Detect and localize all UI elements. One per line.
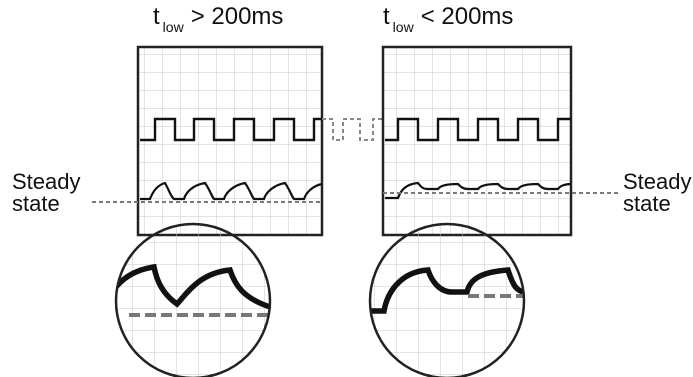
right-square-wave xyxy=(385,117,571,142)
right-title-t: t xyxy=(383,3,390,30)
right-zoom-border xyxy=(368,222,526,377)
right-zoom-grid xyxy=(370,224,524,377)
right-panel-title: t low < 200ms xyxy=(383,0,603,35)
right-steady-state-line2: state xyxy=(623,191,671,216)
left-title-subscript: low xyxy=(162,19,184,35)
right-oscilloscope-panel xyxy=(381,45,618,237)
left-zoom-grid xyxy=(116,224,270,377)
right-title-subscript: low xyxy=(392,19,414,35)
right-zoom-circle xyxy=(368,222,526,377)
left-panel-title: t low > 200ms xyxy=(153,0,373,35)
left-zoom-border xyxy=(114,222,272,377)
right-response-wave xyxy=(385,181,572,200)
right-steady-state-line1: Steady xyxy=(623,169,692,194)
dashed-connector-wave xyxy=(322,118,383,141)
right-steady-state-label: Steady state xyxy=(623,171,692,215)
left-response-wave xyxy=(140,181,323,201)
left-steady-state-line2: state xyxy=(12,191,60,216)
left-oscilloscope-panel xyxy=(92,45,324,237)
right-zoom-wave xyxy=(370,267,524,314)
left-steady-state-line1: Steady xyxy=(12,169,81,194)
left-zoom-circle xyxy=(114,222,272,377)
left-title-condition: > 200ms xyxy=(190,3,284,30)
left-steady-state-label: Steady state xyxy=(12,171,81,215)
left-zoom-wave xyxy=(116,263,270,310)
left-title-t: t xyxy=(153,3,160,30)
left-square-wave xyxy=(140,117,322,142)
right-title-condition: < 200ms xyxy=(420,3,514,30)
